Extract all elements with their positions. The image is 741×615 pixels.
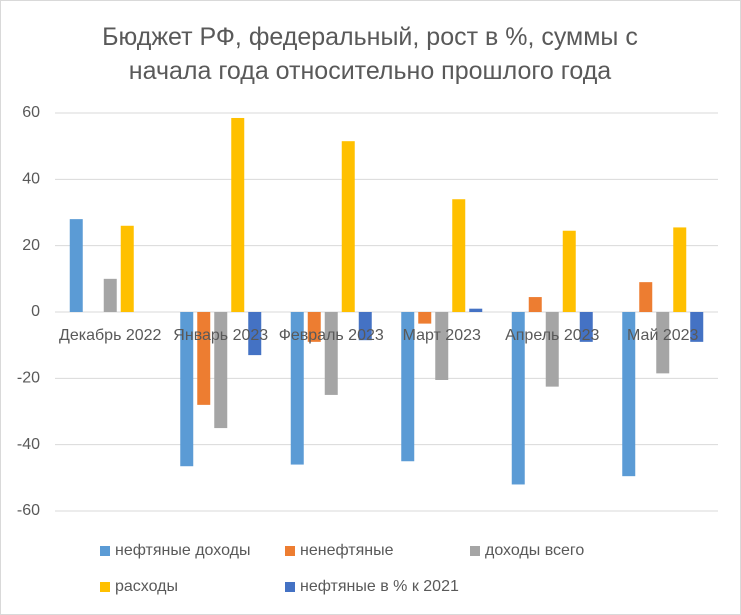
legend-swatch — [100, 582, 110, 592]
x-tick-label: Февраль 2023 — [279, 327, 384, 344]
legend-label: нефтяные в % к 2021 — [300, 578, 459, 595]
bar — [673, 227, 687, 312]
bar — [103, 278, 117, 312]
legend-label: доходы всего — [485, 542, 584, 559]
bar — [197, 312, 211, 405]
bar — [639, 282, 653, 312]
legend-swatch — [100, 546, 110, 556]
x-tick-label: Март 2023 — [403, 327, 481, 344]
y-tick-label: -20 — [17, 370, 40, 387]
bar — [324, 312, 338, 395]
x-tick-label: Май 2023 — [627, 327, 698, 344]
x-tick-label: Январь 2023 — [173, 327, 268, 344]
bar — [180, 312, 194, 467]
y-tick-label: -60 — [17, 502, 40, 519]
x-tick-label: Апрель 2023 — [505, 327, 599, 344]
x-tick-label: Декабрь 2022 — [59, 327, 162, 344]
legend-swatch — [285, 582, 295, 592]
bar — [511, 312, 525, 485]
bar — [469, 308, 483, 312]
bar — [452, 199, 466, 312]
y-tick-label: -40 — [17, 436, 40, 453]
bar — [435, 312, 449, 380]
bar — [231, 117, 245, 312]
legend-swatch — [285, 546, 295, 556]
bar — [69, 219, 83, 312]
bar — [290, 312, 304, 465]
bar — [120, 225, 134, 312]
bar — [401, 312, 415, 462]
legend-label: нефтяные доходы — [115, 542, 250, 559]
bar — [656, 312, 670, 374]
bar — [562, 230, 576, 312]
y-tick-label: 20 — [22, 237, 40, 254]
bar — [690, 312, 704, 342]
bar — [214, 312, 228, 429]
bar — [579, 312, 593, 342]
y-tick-label: 40 — [22, 171, 40, 188]
y-tick-label: 0 — [31, 303, 40, 320]
bar — [341, 141, 355, 312]
legend-label: ненефтяные — [300, 542, 394, 559]
bar — [418, 312, 432, 324]
y-tick-label: 60 — [22, 104, 40, 121]
chart-title: Бюджет РФ, федеральный, рост в %, суммы … — [102, 23, 638, 85]
legend-label: расходы — [115, 578, 178, 595]
bar — [248, 312, 262, 356]
bar — [307, 312, 321, 342]
legend-swatch — [470, 546, 480, 556]
bar — [528, 297, 542, 312]
bar — [622, 312, 636, 477]
bar — [358, 312, 372, 341]
bar — [545, 312, 559, 387]
